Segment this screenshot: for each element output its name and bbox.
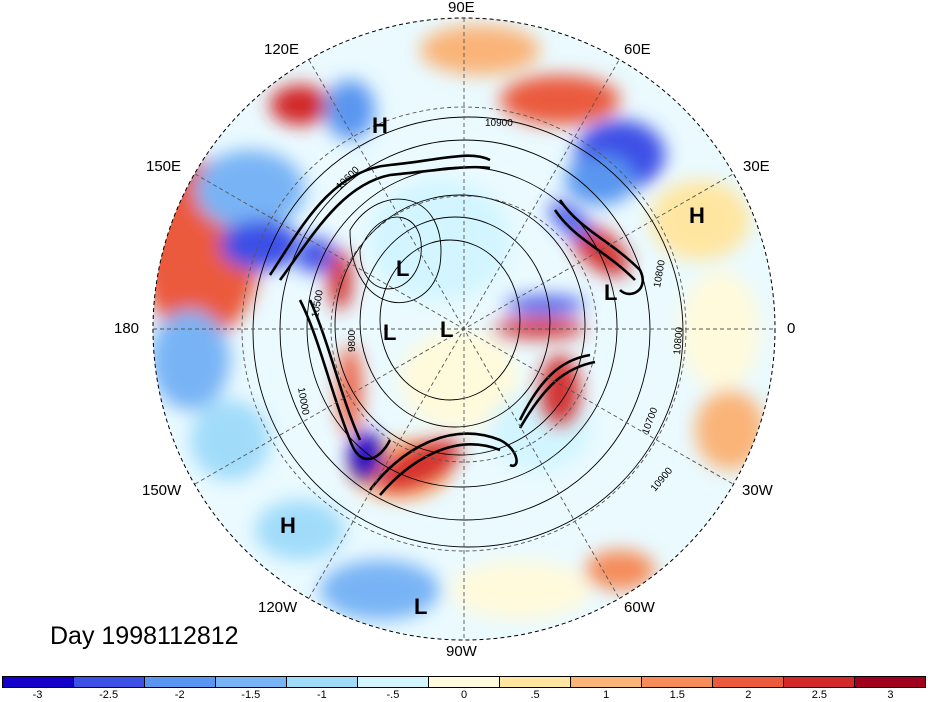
colorbar-tick-label: 1 bbox=[603, 689, 610, 701]
pressure-mark-low: L bbox=[440, 317, 454, 342]
colorbar-swatch bbox=[216, 677, 287, 687]
height-contours bbox=[252, 116, 684, 548]
lon-label-0: 0 bbox=[787, 320, 796, 337]
colorbar-swatch bbox=[145, 677, 216, 687]
colorbar-swatch bbox=[855, 677, 925, 687]
colorbar-swatch bbox=[3, 677, 74, 687]
colorbar-tick-label: 1.5 bbox=[669, 689, 685, 701]
colorbar-swatch bbox=[571, 677, 642, 687]
pressure-mark-low: L bbox=[383, 320, 397, 345]
lon-label-60w: 60W bbox=[624, 599, 655, 616]
colorbar-swatch bbox=[500, 677, 571, 687]
colorbar-tick-label: -2 bbox=[174, 689, 185, 701]
contour-label: 10800 bbox=[652, 259, 668, 289]
lon-label-30e: 30E bbox=[743, 158, 770, 175]
pressure-mark-low: L bbox=[604, 280, 618, 305]
colorbar-tick-label: -1.5 bbox=[241, 689, 261, 701]
pressure-mark-high: H bbox=[689, 203, 705, 228]
pressure-mark-low: L bbox=[414, 594, 428, 619]
colorbar-tick-label: -1 bbox=[316, 689, 327, 701]
contour-label: 9800 bbox=[347, 329, 358, 352]
jet-contours bbox=[268, 154, 644, 496]
pressure-mark-high: H bbox=[280, 513, 296, 538]
contour-label: 10500 bbox=[310, 289, 326, 319]
pressure-mark-low: L bbox=[396, 256, 410, 281]
colorbar-swatch bbox=[287, 677, 358, 687]
colorbar bbox=[2, 676, 926, 688]
contour-label: 10900 bbox=[485, 118, 513, 129]
colorbar-tick-label: 2.5 bbox=[811, 689, 828, 701]
polar-map: 10900 10800 10800 10700 10900 9800 10500… bbox=[152, 17, 776, 641]
lon-label-150e: 150E bbox=[146, 158, 182, 175]
lon-label-120e: 120E bbox=[264, 41, 300, 58]
lon-label-150w: 150W bbox=[142, 482, 182, 499]
lon-label-30w: 30W bbox=[742, 482, 773, 499]
colorbar-tick-label: -.5 bbox=[386, 689, 400, 701]
graticule bbox=[152, 17, 776, 641]
lon-label-90e: 90E bbox=[448, 0, 475, 16]
contour-label: 10800 bbox=[672, 326, 685, 355]
colorbar-tick-label: 2 bbox=[745, 689, 752, 701]
day-title: Day 1998112812 bbox=[50, 622, 239, 650]
lon-label-120w: 120W bbox=[258, 599, 298, 616]
colorbar-tick-label: 3 bbox=[887, 689, 894, 701]
colorbar-tick-label: .5 bbox=[530, 689, 540, 701]
lon-label-60e: 60E bbox=[624, 41, 651, 58]
lon-label-90w: 90W bbox=[446, 643, 477, 660]
colorbar-swatch bbox=[358, 677, 429, 687]
colorbar-tick-label: -3 bbox=[32, 689, 43, 701]
colorbar-swatch bbox=[784, 677, 855, 687]
colorbar-tick-label: 0 bbox=[460, 689, 468, 701]
colorbar-swatch bbox=[713, 677, 784, 687]
colorbar-swatch bbox=[74, 677, 145, 687]
contour-label: 10000 bbox=[295, 387, 311, 417]
lon-label-180: 180 bbox=[114, 320, 140, 337]
colorbar-swatch bbox=[429, 677, 500, 687]
colorbar-swatch bbox=[642, 677, 713, 687]
pressure-mark-high: H bbox=[372, 113, 388, 138]
colorbar-tick-label: -2.5 bbox=[99, 689, 119, 701]
